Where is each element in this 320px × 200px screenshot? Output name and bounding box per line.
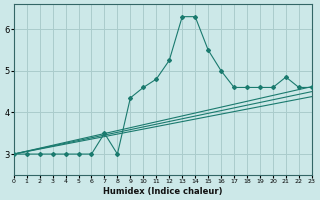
X-axis label: Humidex (Indice chaleur): Humidex (Indice chaleur) xyxy=(103,187,222,196)
